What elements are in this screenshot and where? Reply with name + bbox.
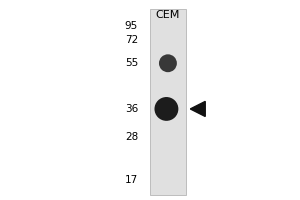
Ellipse shape (159, 54, 177, 72)
Text: 28: 28 (125, 132, 138, 142)
Text: CEM: CEM (156, 10, 180, 20)
Bar (150, 9, 186, 195)
Polygon shape (190, 101, 205, 116)
Text: 55: 55 (125, 58, 138, 68)
Text: 72: 72 (125, 35, 138, 45)
Text: 36: 36 (125, 104, 138, 114)
Ellipse shape (154, 97, 178, 121)
Text: 17: 17 (125, 175, 138, 185)
Text: 95: 95 (125, 21, 138, 31)
